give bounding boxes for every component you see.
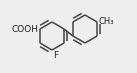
Text: F: F — [53, 51, 58, 61]
Text: CH₃: CH₃ — [99, 18, 114, 26]
Text: COOH: COOH — [11, 25, 38, 34]
